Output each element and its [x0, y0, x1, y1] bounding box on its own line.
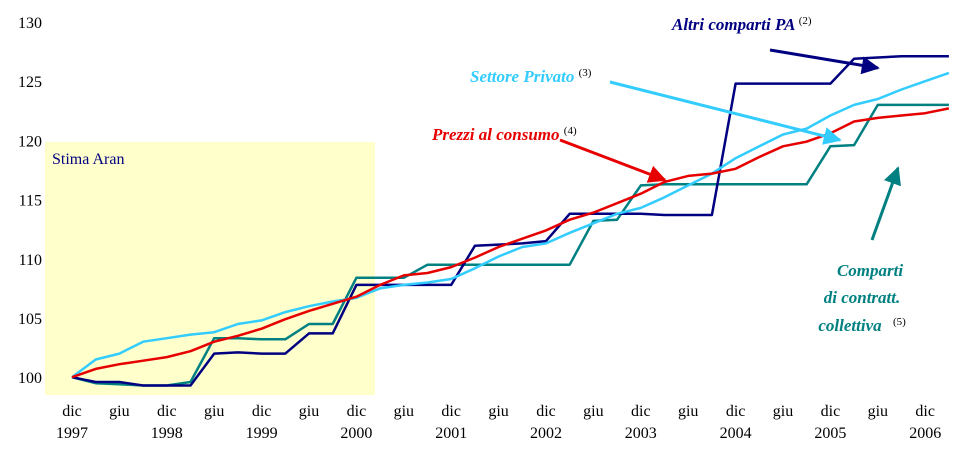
y-tick-label: 125: [18, 74, 42, 91]
x-tick-label: giu: [583, 403, 603, 420]
y-tick-label: 130: [18, 15, 42, 32]
x-tick-label: dic: [441, 403, 461, 420]
x-tick-year: 1997: [56, 425, 88, 442]
arrow: [769, 48, 880, 75]
series-label: di contratt.: [824, 288, 901, 307]
x-tick-label: giu: [204, 403, 224, 420]
x-tick-year: 2002: [530, 425, 562, 442]
x-tick-label: dic: [347, 403, 367, 420]
x-tick-label: giu: [394, 403, 414, 420]
series-line: [71, 107, 950, 379]
series-label: Comparti: [837, 261, 903, 280]
x-tick-label: dic: [536, 403, 556, 420]
x-tick-label: giu: [868, 403, 888, 420]
y-tick-label: 105: [18, 311, 42, 328]
series-line: [71, 103, 949, 387]
series-label: Prezzi al consumo (4): [431, 125, 577, 144]
series-label: collettiva: [818, 316, 882, 335]
x-tick-label: giu: [773, 403, 793, 420]
series-label: Settore Privato (3): [470, 67, 592, 86]
x-tick-year: 1999: [246, 425, 278, 442]
arrow: [870, 166, 901, 241]
y-tick-label: 100: [18, 370, 42, 387]
estimate-shade: [45, 142, 375, 395]
arrow: [559, 138, 667, 183]
y-tick-label: 120: [18, 133, 42, 150]
x-tick-label: dic: [726, 403, 746, 420]
arrow: [609, 80, 842, 145]
x-tick-label: giu: [299, 403, 319, 420]
x-tick-label: giu: [678, 403, 698, 420]
x-tick-year: 1998: [151, 425, 183, 442]
x-tick-year: 2006: [909, 425, 941, 442]
y-tick-label: 115: [19, 193, 42, 210]
x-tick-year: 2000: [340, 425, 372, 442]
x-tick-label: dic: [631, 403, 651, 420]
y-tick-label: 110: [19, 252, 42, 269]
x-tick-year: 2005: [814, 425, 846, 442]
x-tick-label: giu: [488, 403, 508, 420]
x-tick-year: 2003: [625, 425, 657, 442]
x-tick-label: dic: [62, 403, 82, 420]
x-tick-year: 2001: [435, 425, 467, 442]
series-note: (5): [893, 316, 906, 328]
x-tick-label: dic: [157, 403, 177, 420]
shade-label: Stima Aran: [52, 151, 124, 168]
x-tick-label: giu: [109, 403, 129, 420]
x-tick-label: dic: [915, 403, 935, 420]
x-tick-label: dic: [252, 403, 272, 420]
x-tick-label: dic: [821, 403, 841, 420]
x-tick-year: 2004: [720, 425, 752, 442]
series-label: Altri comparti PA (2): [671, 15, 812, 34]
